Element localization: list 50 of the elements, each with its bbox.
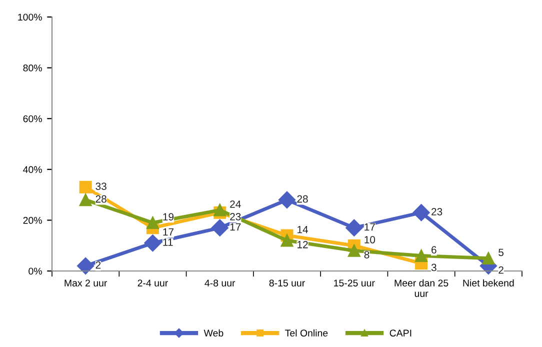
x-tick-label: 4-8 uur <box>204 280 236 286</box>
x-tick-label: Max 2 uur <box>64 280 108 286</box>
point <box>346 219 363 236</box>
point <box>146 216 159 229</box>
point <box>348 244 360 257</box>
y-tick-label: 60% <box>23 115 42 122</box>
data-label: 28 <box>297 195 308 203</box>
data-label: 2 <box>498 266 504 274</box>
data-label: 24 <box>230 200 241 208</box>
data-label: 5 <box>498 248 504 256</box>
y-tick-label: 40% <box>23 166 42 174</box>
y-tick-label: 80% <box>23 64 42 72</box>
data-label: 8 <box>364 251 370 258</box>
point <box>77 257 94 274</box>
x-tick-label: 8-15 uur <box>269 280 305 286</box>
point <box>482 252 495 265</box>
point <box>211 219 228 236</box>
data-label: 3 <box>431 264 436 272</box>
point <box>79 180 92 194</box>
data-label: 14 <box>298 226 308 234</box>
point <box>280 234 294 247</box>
legend-label: Tel Online <box>285 329 328 337</box>
point <box>278 191 296 208</box>
point <box>214 204 226 216</box>
data-label: 23 <box>230 213 241 220</box>
data-label: 17 <box>364 223 375 231</box>
point <box>144 234 162 252</box>
x-tick-label: Niet bekend <box>463 279 514 286</box>
y-tick-label: 20% <box>23 216 42 224</box>
data-label: 23 <box>432 208 442 216</box>
legend-label: Web <box>204 329 224 337</box>
data-label: 28 <box>96 195 106 203</box>
legend-label: CAPI <box>390 330 412 337</box>
point <box>415 250 428 262</box>
data-label: 33 <box>96 182 106 190</box>
data-label: 10 <box>364 236 376 244</box>
point <box>412 204 430 222</box>
data-label: 17 <box>230 223 241 231</box>
data-label: 2 <box>96 261 101 269</box>
x-tick-label: 2-4 uur <box>138 280 168 286</box>
x-tick-label: 15-25 uur <box>334 280 375 286</box>
data-label: 19 <box>163 213 174 221</box>
point <box>79 194 92 206</box>
y-tick-label: 0% <box>28 268 42 275</box>
data-label: 17 <box>163 228 174 236</box>
data-label: 6 <box>432 246 436 254</box>
y-tick-label: 100% <box>18 14 42 21</box>
data-label: 12 <box>298 240 308 248</box>
data-label: 11 <box>163 238 173 246</box>
x-tick-label: Meer dan 25 uur <box>394 279 448 297</box>
